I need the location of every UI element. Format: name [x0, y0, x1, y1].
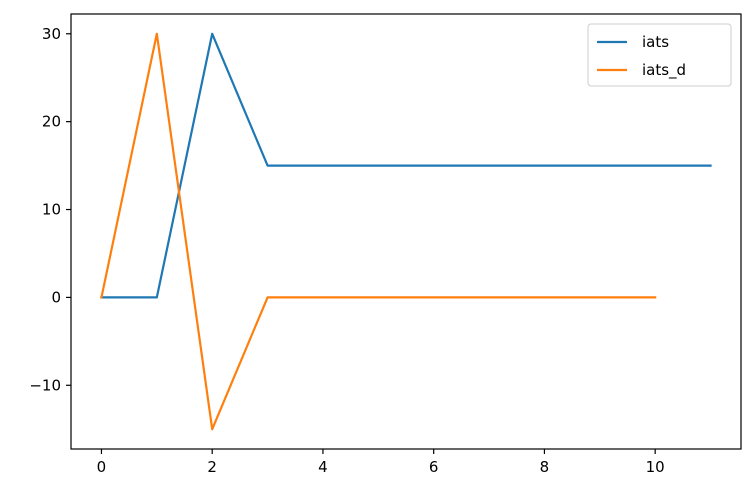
y-tick-label: 30 — [42, 25, 61, 43]
x-tick-label: 6 — [429, 458, 439, 476]
y-tick-label: 10 — [42, 201, 61, 219]
legend-label: iats — [642, 33, 669, 51]
x-tick-label: 4 — [318, 458, 328, 476]
x-tick-label: 2 — [207, 458, 217, 476]
plot-frame — [70, 13, 742, 450]
y-tick-label: 20 — [42, 113, 61, 131]
y-tick-label: −10 — [29, 376, 61, 394]
x-axis: 0 2 4 6 8 10 — [97, 449, 665, 476]
legend-label: iats_d — [642, 61, 686, 80]
legend: iats iats_d — [587, 23, 732, 87]
y-axis: −10 0 10 20 30 — [29, 25, 71, 394]
series-line-iats-d — [100, 32, 657, 431]
series-line-iats — [100, 32, 712, 299]
x-tick-label: 8 — [540, 458, 550, 476]
x-tick-label: 10 — [646, 458, 665, 476]
series-layer — [100, 32, 712, 431]
y-tick-label: 0 — [51, 288, 61, 306]
x-tick-label: 0 — [97, 458, 107, 476]
